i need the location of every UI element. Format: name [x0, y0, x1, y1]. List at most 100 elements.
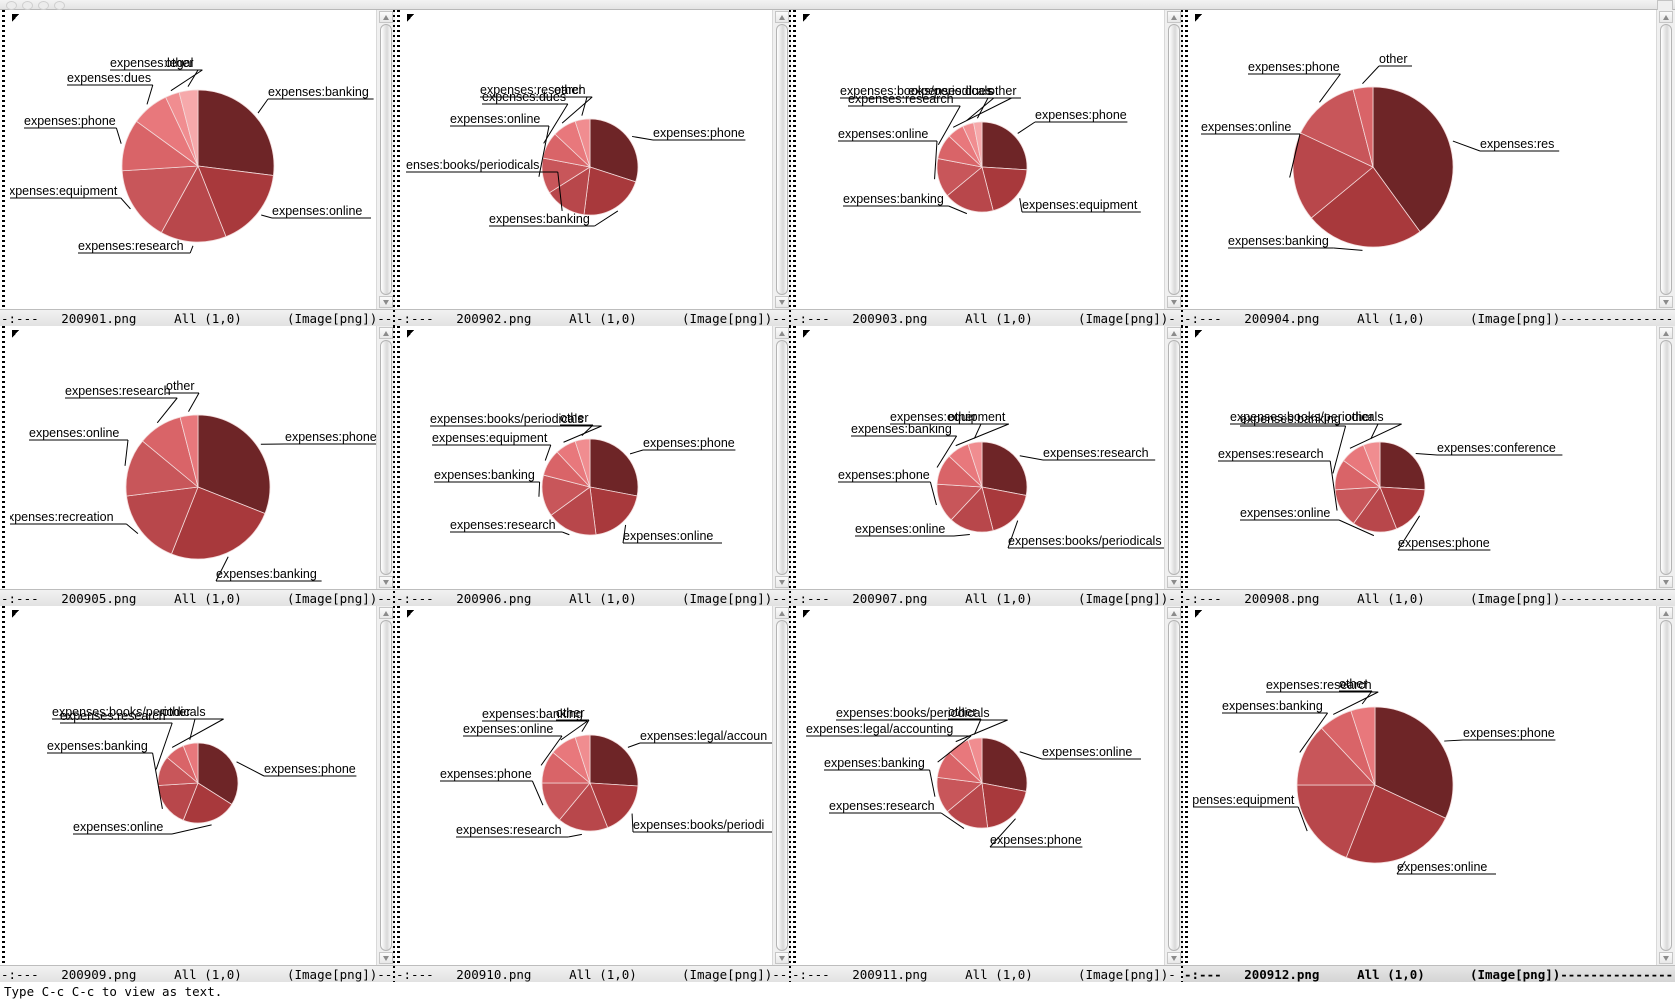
vertical-scrollbar[interactable] [376, 10, 395, 309]
window-body[interactable]: expenses:online expenses:phone expenses:re… [791, 606, 1183, 965]
emacs-window-200907[interactable]: expenses:research expenses:books/periodic… [791, 326, 1183, 606]
image-canvas[interactable]: expenses:research expenses:books/periodic… [801, 326, 1164, 589]
image-canvas[interactable]: expenses:conference expenses:phone expense… [1193, 326, 1656, 589]
mode-line-200907[interactable]: -:--- 200907.png All (1,0) (Image[png])- [791, 589, 1183, 606]
mode-line-200903[interactable]: -:--- 200903.png All (1,0) (Image[png])- [791, 309, 1183, 326]
scroll-down-arrow-icon[interactable] [775, 576, 789, 588]
emacs-window-200903[interactable]: expenses:phone expenses:equipment expenses… [791, 10, 1183, 326]
scrollbar-thumb[interactable] [1660, 620, 1672, 951]
open-icon[interactable] [22, 1, 33, 10]
new-icon[interactable] [6, 1, 17, 10]
mode-line-200910[interactable]: -:--- 200910.png All (1,0) (Image[png])-… [395, 965, 791, 982]
mode-line-200906[interactable]: -:--- 200906.png All (1,0) (Image[png])-… [395, 589, 791, 606]
mode-line-200904[interactable]: -:--- 200904.png All (1,0) (Image[png])-… [1183, 309, 1675, 326]
mode-line-200911[interactable]: -:--- 200911.png All (1,0) (Image[png])- [791, 965, 1183, 982]
scrollbar-thumb[interactable] [1168, 620, 1180, 951]
scroll-down-arrow-icon[interactable] [1659, 296, 1673, 308]
emacs-window-200912[interactable]: expenses:phone expenses:online xpenses:equ… [1183, 606, 1675, 982]
window-divider[interactable] [1181, 606, 1183, 982]
scroll-up-arrow-icon[interactable] [379, 11, 393, 23]
window-body[interactable]: expenses:phone expenses:banking expenses:r… [0, 326, 395, 589]
window-body[interactable]: expenses:phone expenses:online expenses:ba… [0, 606, 395, 965]
image-canvas[interactable]: expenses:phone expenses:online expenses:re… [405, 326, 772, 589]
image-canvas[interactable]: expenses:phone expenses:equipment expenses… [801, 10, 1164, 309]
toolbar[interactable] [0, 0, 1675, 11]
window-divider[interactable] [393, 606, 395, 982]
scroll-up-arrow-icon[interactable] [379, 607, 393, 619]
window-divider[interactable] [393, 326, 395, 606]
window-divider[interactable] [789, 606, 791, 982]
scroll-up-arrow-icon[interactable] [775, 327, 789, 339]
window-body[interactable]: expenses:research expenses:books/periodic… [791, 326, 1183, 589]
scroll-up-arrow-icon[interactable] [1167, 607, 1181, 619]
scrollbar-thumb[interactable] [1660, 340, 1672, 575]
scroll-down-arrow-icon[interactable] [775, 296, 789, 308]
vertical-scrollbar[interactable] [1164, 326, 1183, 589]
scroll-down-arrow-icon[interactable] [379, 576, 393, 588]
scroll-down-arrow-icon[interactable] [775, 952, 789, 964]
vertical-scrollbar[interactable] [772, 10, 791, 309]
scroll-up-arrow-icon[interactable] [1167, 327, 1181, 339]
mode-line-200908[interactable]: -:--- 200908.png All (1,0) (Image[png])-… [1183, 589, 1675, 606]
window-body[interactable]: expenses:phone expenses:banking enses:book… [395, 10, 791, 309]
scrollbar-thumb[interactable] [380, 620, 392, 951]
vertical-scrollbar[interactable] [772, 606, 791, 965]
window-divider[interactable] [1181, 326, 1183, 606]
scrollbar-thumb[interactable] [380, 24, 392, 295]
mode-line-200905[interactable]: -:--- 200905.png All (1,0) (Image[png])-… [0, 589, 395, 606]
scroll-up-arrow-icon[interactable] [775, 607, 789, 619]
scroll-down-arrow-icon[interactable] [1659, 576, 1673, 588]
image-canvas[interactable]: expenses:phone expenses:banking expenses:r… [10, 326, 376, 589]
window-body[interactable]: expenses:conference expenses:phone expense… [1183, 326, 1675, 589]
mode-line-200902[interactable]: -:--- 200902.png All (1,0) (Image[png])-… [395, 309, 791, 326]
window-body[interactable]: expenses:res expenses:banking expenses:onl… [1183, 10, 1675, 309]
emacs-window-200902[interactable]: expenses:phone expenses:banking enses:book… [395, 10, 791, 326]
scroll-up-arrow-icon[interactable] [379, 327, 393, 339]
scroll-up-arrow-icon[interactable] [1659, 11, 1673, 23]
scrollbar-thumb[interactable] [776, 340, 788, 575]
emacs-window-200901[interactable]: expenses:banking expenses:online expenses:… [0, 10, 395, 326]
emacs-window-200905[interactable]: expenses:phone expenses:banking expenses:r… [0, 326, 395, 606]
scroll-down-arrow-icon[interactable] [1167, 296, 1181, 308]
scroll-down-arrow-icon[interactable] [1659, 952, 1673, 964]
save-icon[interactable] [38, 1, 49, 10]
scrollbar-thumb[interactable] [1168, 24, 1180, 295]
emacs-window-200910[interactable]: expenses:legal/accoun expenses:books/peri… [395, 606, 791, 982]
scrollbar-thumb[interactable] [380, 340, 392, 575]
scrollbar-thumb[interactable] [1660, 24, 1672, 295]
vertical-scrollbar[interactable] [1656, 10, 1675, 309]
scroll-down-arrow-icon[interactable] [1167, 576, 1181, 588]
mode-line-200909[interactable]: -:--- 200909.png All (1,0) (Image[png])-… [0, 965, 395, 982]
image-canvas[interactable]: expenses:phone expenses:banking enses:book… [405, 10, 772, 309]
window-body[interactable]: expenses:phone expenses:equipment expenses… [791, 10, 1183, 309]
image-canvas[interactable]: expenses:phone expenses:online expenses:ba… [10, 606, 376, 965]
scroll-down-arrow-icon[interactable] [379, 296, 393, 308]
window-divider[interactable] [789, 10, 791, 326]
window-body[interactable]: expenses:phone expenses:online xpenses:equ… [1183, 606, 1675, 965]
print-icon[interactable] [54, 1, 65, 10]
image-canvas[interactable]: expenses:res expenses:banking expenses:onl… [1193, 10, 1656, 309]
image-canvas[interactable]: expenses:online expenses:phone expenses:re… [801, 606, 1164, 965]
scrollbar-thumb[interactable] [776, 24, 788, 295]
mode-line-200912[interactable]: -:--- 200912.png All (1,0) (Image[png])-… [1183, 965, 1675, 982]
vertical-scrollbar[interactable] [376, 326, 395, 589]
vertical-scrollbar[interactable] [376, 606, 395, 965]
scroll-up-arrow-icon[interactable] [1659, 607, 1673, 619]
mode-line-200901[interactable]: -:--- 200901.png All (1,0) (Image[png])-… [0, 309, 395, 326]
scrollbar-thumb[interactable] [776, 620, 788, 951]
vertical-scrollbar[interactable] [1656, 606, 1675, 965]
scroll-down-arrow-icon[interactable] [379, 952, 393, 964]
scroll-up-arrow-icon[interactable] [1659, 327, 1673, 339]
window-body[interactable]: expenses:legal/accoun expenses:books/peri… [395, 606, 791, 965]
image-canvas[interactable]: expenses:legal/accoun expenses:books/peri… [405, 606, 772, 965]
scroll-up-arrow-icon[interactable] [775, 11, 789, 23]
vertical-scrollbar[interactable] [1164, 606, 1183, 965]
scroll-up-arrow-icon[interactable] [1167, 11, 1181, 23]
scroll-down-arrow-icon[interactable] [1167, 952, 1181, 964]
emacs-window-200909[interactable]: expenses:phone expenses:online expenses:ba… [0, 606, 395, 982]
emacs-window-200908[interactable]: expenses:conference expenses:phone expense… [1183, 326, 1675, 606]
vertical-scrollbar[interactable] [1164, 10, 1183, 309]
image-canvas[interactable]: expenses:banking expenses:online expenses:… [10, 10, 376, 309]
window-divider[interactable] [1181, 10, 1183, 326]
vertical-scrollbar[interactable] [1656, 326, 1675, 589]
